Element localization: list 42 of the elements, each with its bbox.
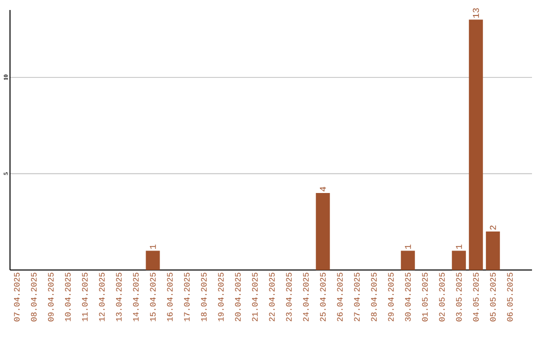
x-tick-label: 24.04.2025 [303,272,309,322]
x-tick-label: 27.04.2025 [354,272,360,322]
x-tick-label: 03.05.2025 [456,272,462,322]
x-tick-label: 29.04.2025 [388,272,394,322]
x-tick-label: 17.04.2025 [184,272,190,322]
data-label: 1 [456,244,462,249]
bar [468,20,483,270]
x-tick-label: 04.05.2025 [473,272,479,322]
x-tick-label: 22.04.2025 [269,272,275,322]
x-tick-label: 26.04.2025 [337,272,343,322]
x-tick-label: 10.04.2025 [65,272,71,322]
x-tick-label: 08.04.2025 [31,272,37,322]
bar [452,250,466,270]
x-tick-label: 13.04.2025 [116,272,122,322]
x-tick-label: 07.04.2025 [14,272,20,322]
x-tick-label: 05.05.2025 [490,272,496,322]
data-label: 2 [490,226,496,230]
bar [400,250,415,270]
x-tick-label: 28.04.2025 [371,272,377,322]
data-label: 1 [150,244,156,249]
data-label: 13 [472,8,479,18]
x-tick-label: 12.04.2025 [99,272,105,322]
x-tick-label: 15.04.2025 [150,272,156,322]
bar [316,192,330,270]
x-tick-label: 23.04.2025 [286,272,292,322]
x-tick-label: 01.05.2025 [422,272,428,322]
x-tick-label: 18.04.2025 [201,272,207,322]
x-tick-label: 16.04.2025 [167,272,173,322]
x-tick-label: 02.05.2025 [439,272,445,322]
x-tick-label: 19.04.2025 [218,272,224,322]
x-tick-label: 14.04.2025 [133,272,139,322]
bar [486,231,500,270]
data-label: 4 [320,186,326,192]
x-tick-label: 25.04.2025 [320,272,326,322]
x-tick-label: 20.04.2025 [235,272,241,322]
x-tick-label: 11.04.2025 [82,272,88,322]
x-tick-label: 06.05.2025 [507,272,513,322]
data-label: 1 [404,244,411,249]
bar [146,250,160,270]
x-tick-label: 21.04.2025 [252,272,258,322]
x-tick-label: 30.04.2025 [405,272,411,322]
x-tick-label: 09.04.2025 [48,272,54,322]
